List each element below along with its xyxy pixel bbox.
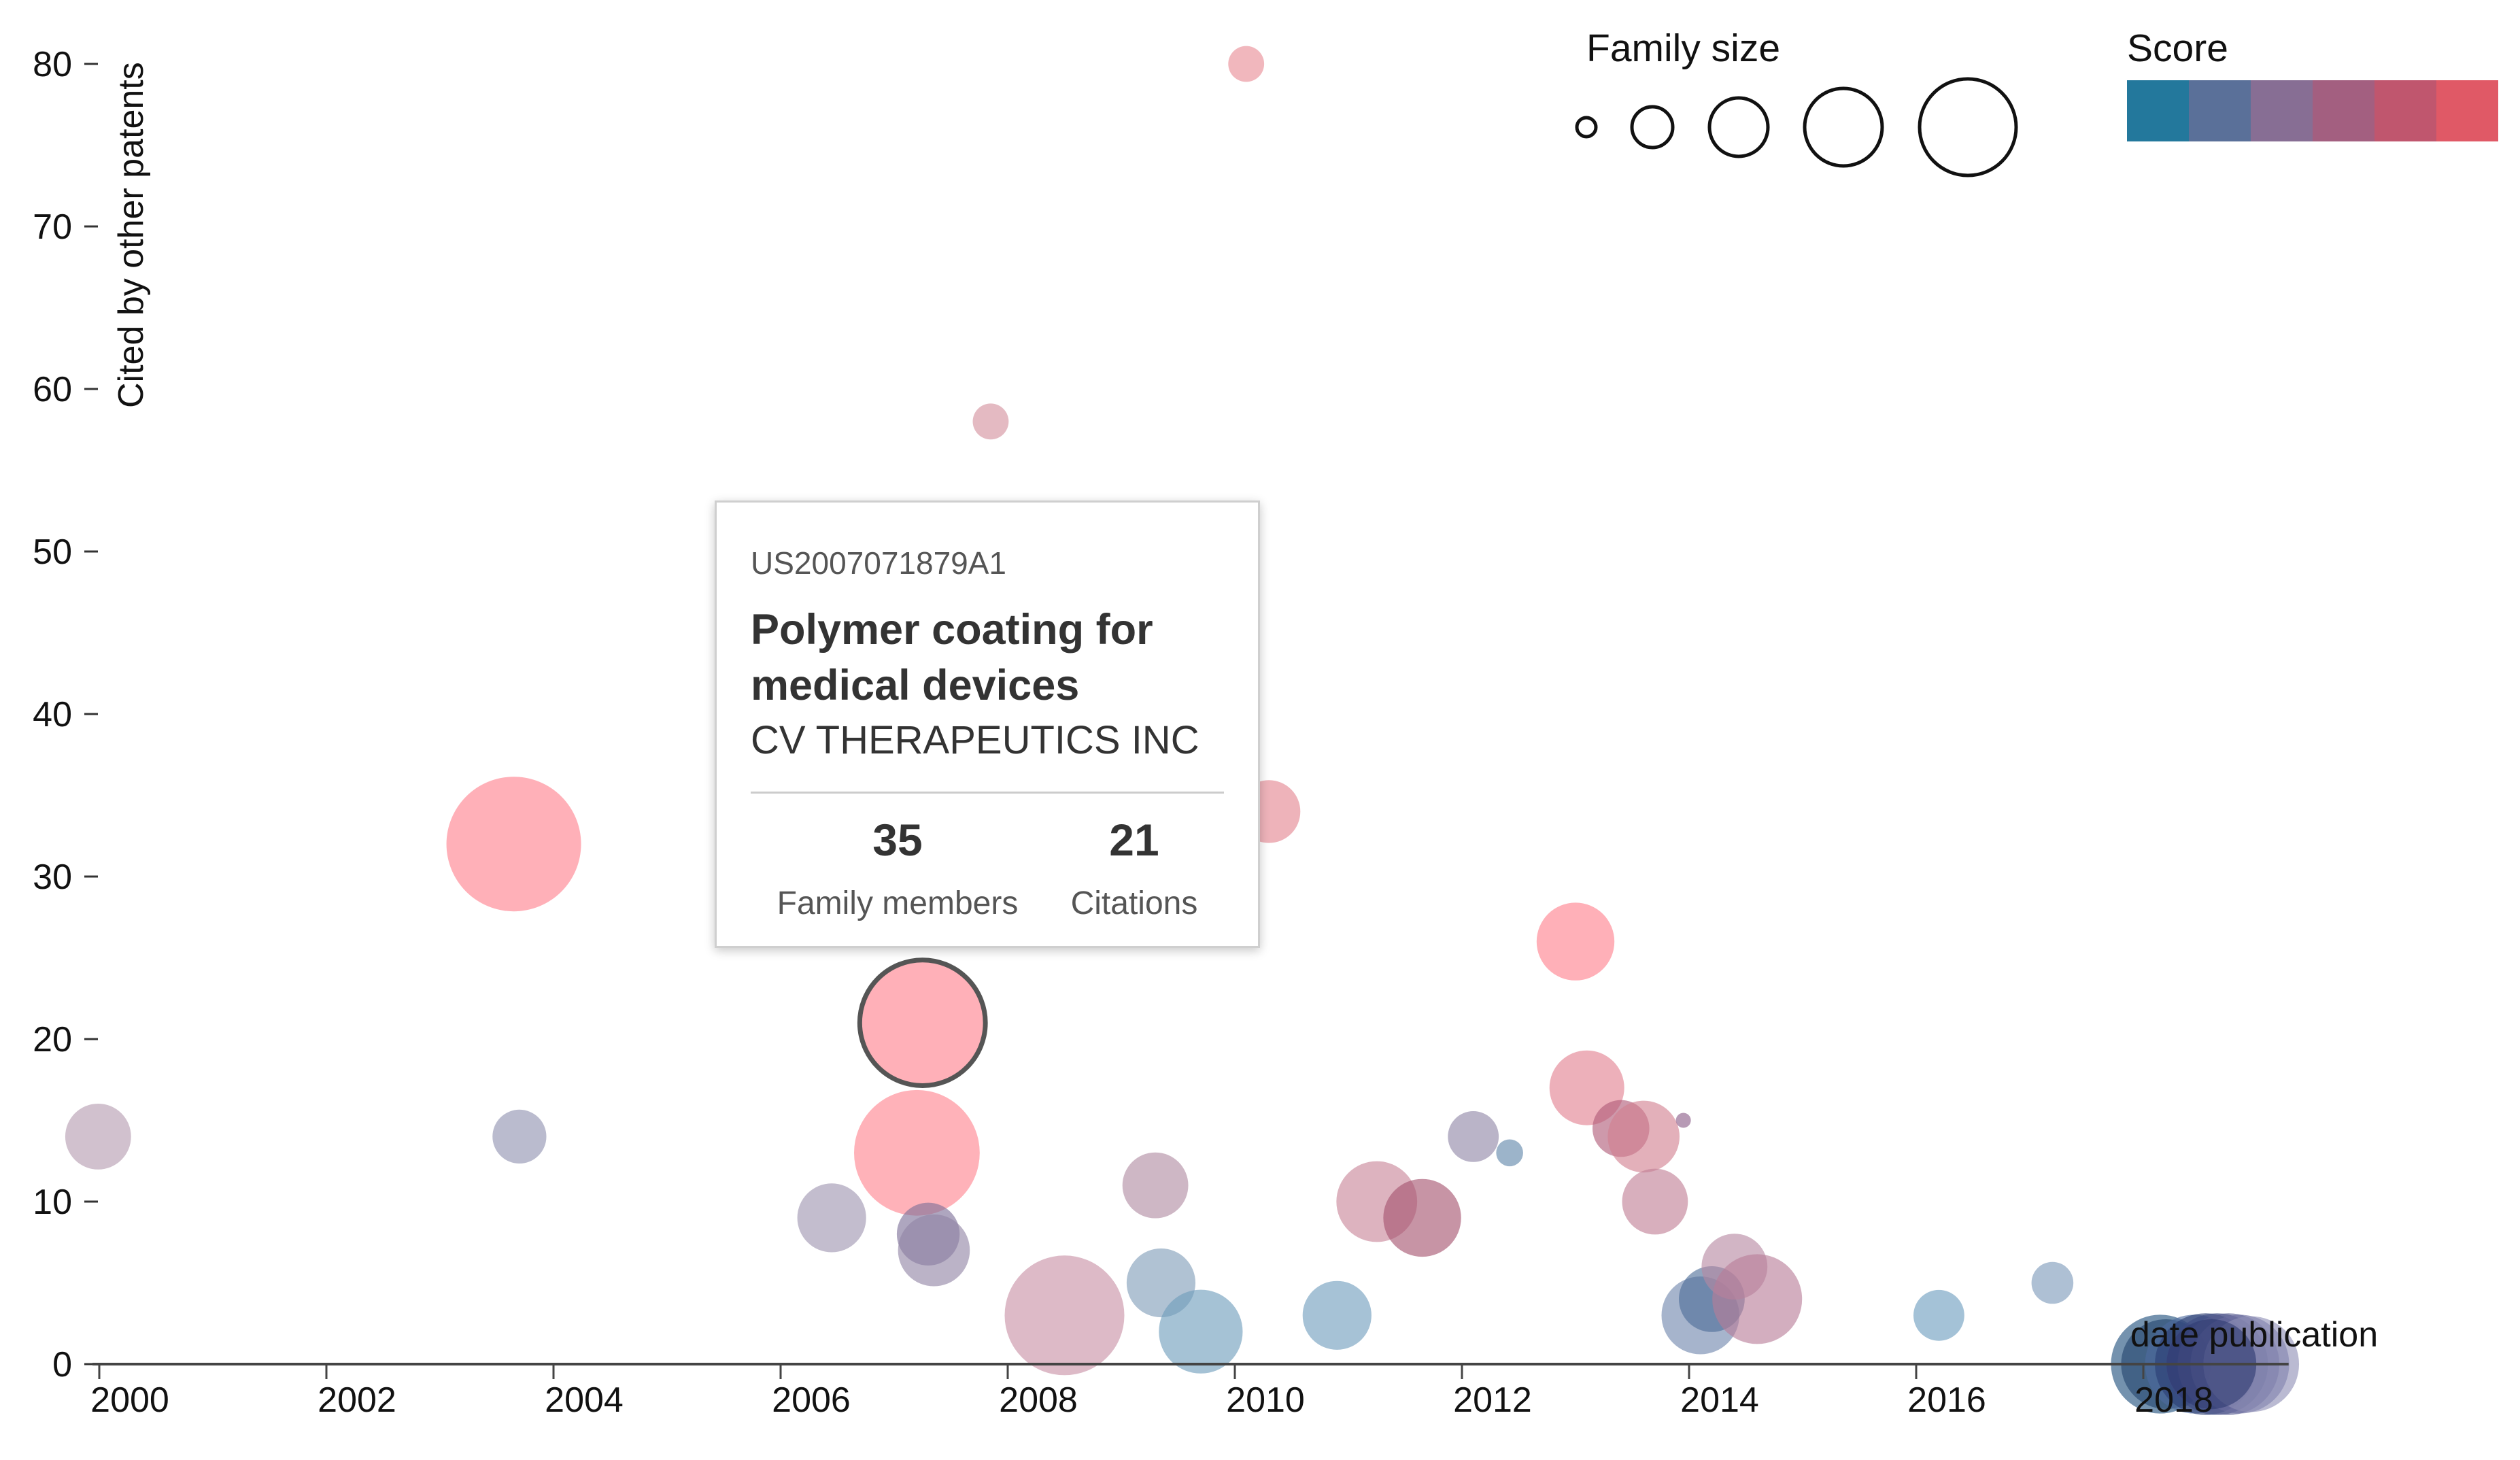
data-bubble[interactable] xyxy=(1536,902,1615,981)
data-bubble[interactable] xyxy=(1159,1289,1243,1374)
x-tick-label: 2012 xyxy=(1453,1380,1532,1420)
score-legend-swatch xyxy=(2251,80,2313,141)
data-bubble[interactable] xyxy=(1302,1280,1372,1350)
x-axis-title: date publication xyxy=(2130,1315,2378,1355)
data-bubble[interactable] xyxy=(972,403,1009,440)
family-members-value: 35 xyxy=(872,815,923,865)
x-tick-label: 2018 xyxy=(2134,1380,2213,1420)
family-size-legend-circle xyxy=(1918,77,2018,177)
bubble-layer xyxy=(65,46,2300,1415)
data-bubble[interactable] xyxy=(65,1104,131,1170)
x-tick-label: 2004 xyxy=(545,1380,624,1420)
tooltip-divider xyxy=(751,792,1224,794)
family-members-label: Family members xyxy=(777,885,1019,921)
data-bubble[interactable] xyxy=(1712,1254,1803,1344)
tooltip-patent-id: US2007071879A1 xyxy=(751,545,1006,581)
data-bubble[interactable] xyxy=(1607,1100,1680,1173)
score-legend-swatch xyxy=(2374,80,2436,141)
x-axis: 2000 2002 2004 2006 2008 2010 2012 2014 2016 2018 xyxy=(90,1363,2289,1420)
highlighted-bubble[interactable] xyxy=(857,957,988,1088)
x-tick-label: 2002 xyxy=(318,1380,396,1420)
data-bubble[interactable] xyxy=(1496,1139,1523,1167)
x-tick-label: 2010 xyxy=(1226,1380,1305,1420)
data-bubble[interactable] xyxy=(1228,46,1265,82)
family-size-legend-circle xyxy=(1707,96,1770,158)
y-tick-label: 70 xyxy=(33,207,72,247)
data-bubble[interactable] xyxy=(1448,1111,1499,1162)
data-bubble[interactable] xyxy=(898,1214,970,1287)
tooltip-patent-title: Polymer coating for medical devices xyxy=(751,606,1153,709)
tooltip-stats: 35 Family members 21 Citations xyxy=(751,814,1224,922)
score-legend-swatch xyxy=(2436,80,2498,141)
score-legend-swatch xyxy=(2127,80,2189,141)
family-size-legend-title: Family size xyxy=(1586,27,1780,70)
family-size-legend xyxy=(1575,77,2018,177)
data-bubble[interactable] xyxy=(1004,1255,1125,1376)
tooltip-citations: 21 Citations xyxy=(1071,814,1198,922)
y-tick-label: 60 xyxy=(33,370,72,409)
legend: Family size Score xyxy=(1575,27,2498,177)
y-tick-label: 10 xyxy=(33,1183,72,1222)
data-bubble[interactable] xyxy=(1383,1178,1461,1257)
data-bubble[interactable] xyxy=(1913,1289,1964,1341)
score-legend-swatch xyxy=(2189,80,2251,141)
data-bubble[interactable] xyxy=(797,1183,866,1253)
y-tick-label: 0 xyxy=(52,1345,72,1385)
tooltip-assignee: CV THERAPEUTICS INC xyxy=(751,718,1199,762)
x-tick-label: 2008 xyxy=(999,1380,1078,1420)
y-tick-label: 40 xyxy=(33,695,72,734)
score-legend-title: Score xyxy=(2127,27,2228,70)
family-size-legend-circle xyxy=(1575,116,1598,139)
y-tick-label: 30 xyxy=(33,858,72,897)
y-axis: 0 10 20 30 40 50 60 70 80 xyxy=(33,45,98,1385)
score-legend xyxy=(2127,80,2498,141)
citations-label: Citations xyxy=(1070,885,1198,921)
y-axis-title: Cited by other patents xyxy=(112,62,151,408)
x-tick-label: 2006 xyxy=(772,1380,851,1420)
data-bubble[interactable] xyxy=(1122,1152,1189,1219)
y-tick-label: 20 xyxy=(33,1020,72,1059)
citations-value: 21 xyxy=(1109,815,1159,865)
data-bubble[interactable] xyxy=(1622,1168,1688,1235)
tooltip-family-members: 35 Family members xyxy=(777,814,1019,922)
data-bubble[interactable] xyxy=(2031,1261,2074,1304)
y-tick-label: 50 xyxy=(33,532,72,572)
x-tick-label: 2016 xyxy=(1907,1380,1986,1420)
data-bubble[interactable] xyxy=(854,1089,980,1216)
patent-tooltip: US2007071879A1 Polymer coating for medic… xyxy=(715,500,1260,948)
x-tick-label: 2014 xyxy=(1680,1380,1759,1420)
y-tick-label: 80 xyxy=(33,45,72,84)
x-tick-label: 2000 xyxy=(90,1380,169,1420)
score-legend-swatch xyxy=(2313,80,2374,141)
data-bubble[interactable] xyxy=(492,1109,547,1164)
data-bubble[interactable] xyxy=(1675,1113,1691,1128)
data-bubble[interactable] xyxy=(446,777,581,912)
family-size-legend-circle xyxy=(1803,86,1884,168)
family-size-legend-circle xyxy=(1630,105,1675,150)
